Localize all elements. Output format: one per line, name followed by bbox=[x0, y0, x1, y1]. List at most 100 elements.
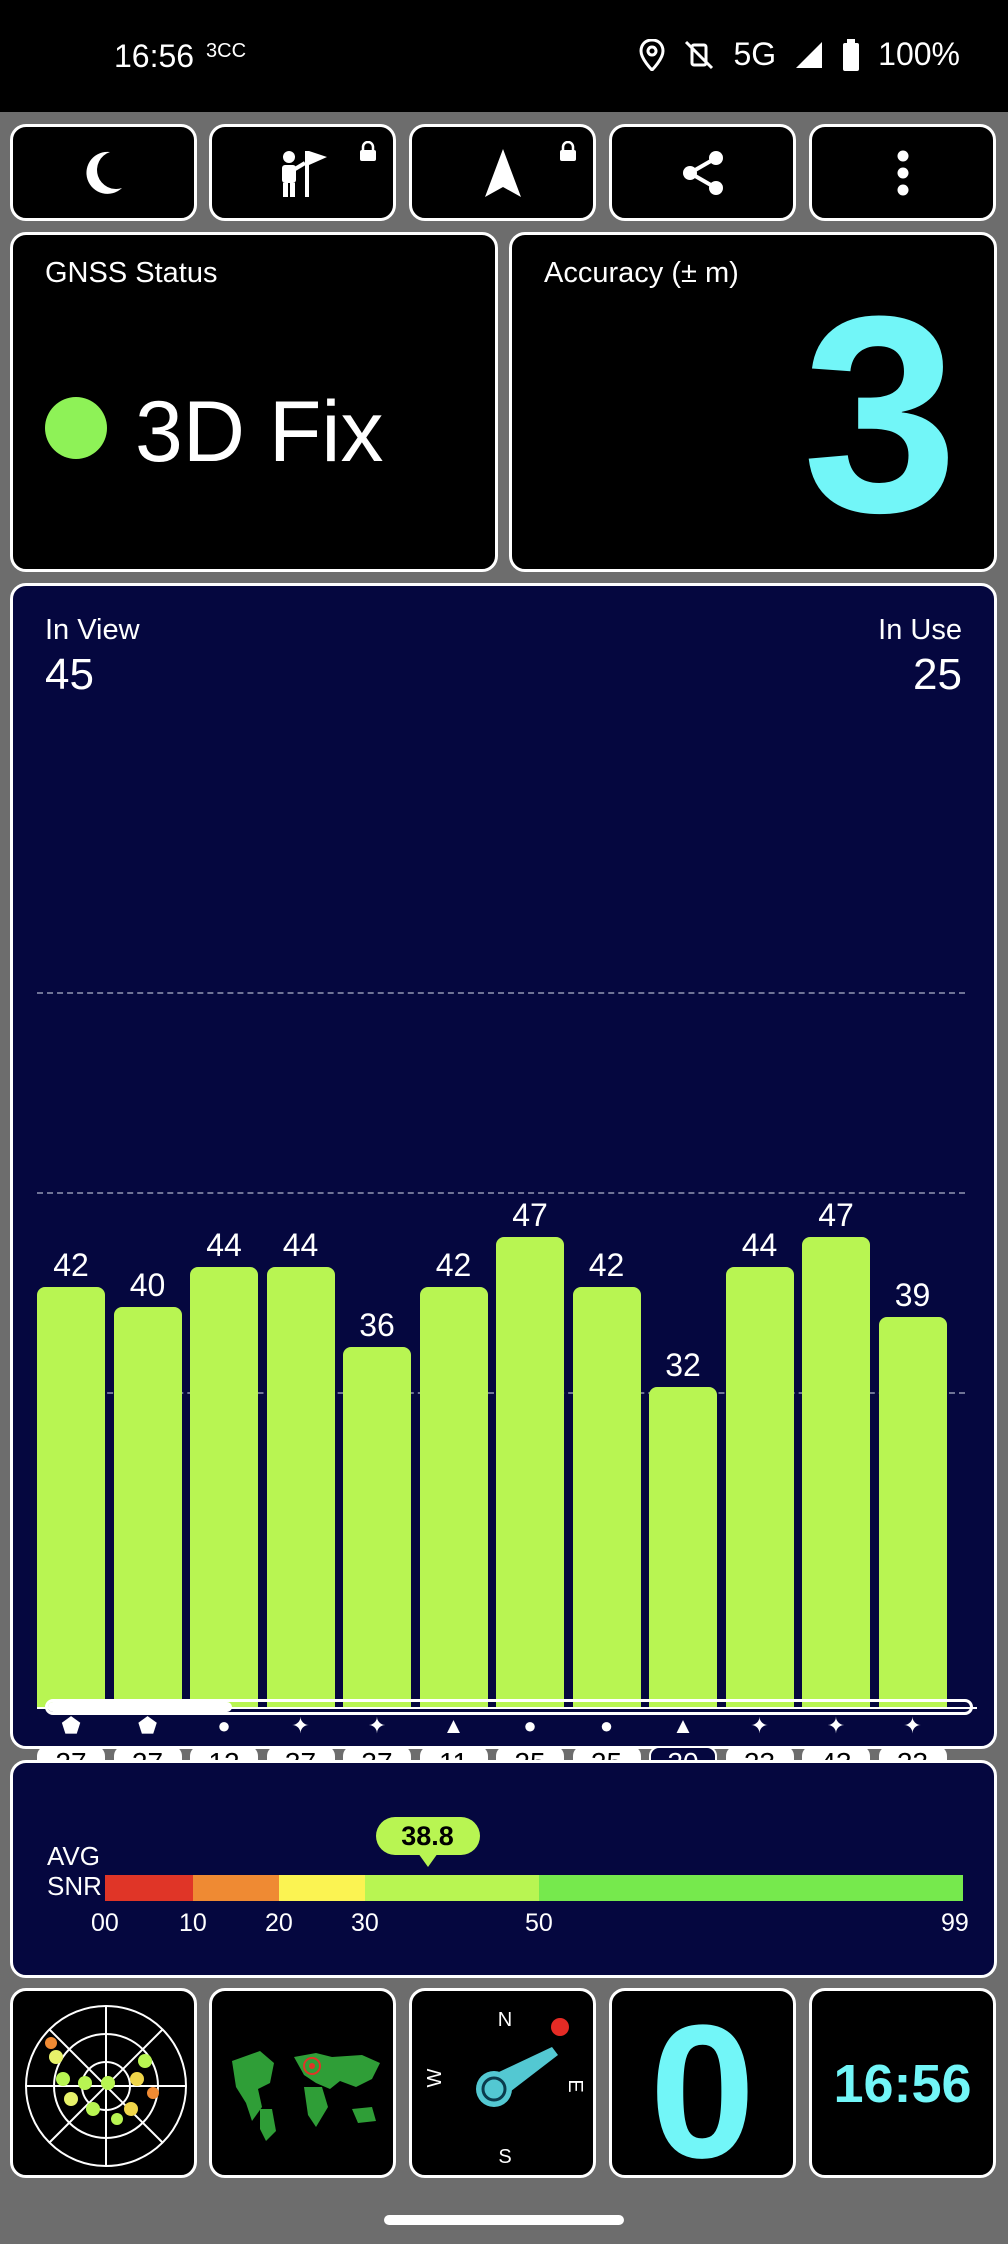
lock-icon bbox=[560, 141, 576, 161]
in-use-count: 25 bbox=[913, 650, 962, 699]
snr-tick-label: 50 bbox=[525, 1909, 553, 1937]
speed-tile[interactable]: 0 bbox=[609, 1986, 796, 2198]
snr-tick-label: 00 bbox=[91, 1909, 119, 1937]
speed-value: 0 bbox=[649, 1986, 756, 2198]
world-map-button[interactable] bbox=[209, 1988, 396, 2178]
accuracy-title: Accuracy (± m) bbox=[544, 257, 739, 289]
battery-icon bbox=[843, 38, 860, 71]
navigate-button[interactable] bbox=[409, 124, 596, 221]
compass-icon: N S W E bbox=[424, 2009, 586, 2168]
snr-bar[interactable] bbox=[878, 1317, 947, 1707]
bar-value-label: 42 bbox=[588, 1247, 625, 1283]
night-mode-button[interactable] bbox=[10, 124, 197, 221]
bar-value-label: 44 bbox=[741, 1227, 778, 1263]
constellation-icon: ● bbox=[599, 1713, 614, 1738]
chart-baseline bbox=[37, 1707, 977, 1709]
sky-plot-icon bbox=[25, 2005, 187, 2167]
snr-tick-label: 20 bbox=[265, 1909, 293, 1937]
compass-s: S bbox=[498, 2146, 511, 2168]
in-view-count: 45 bbox=[45, 650, 94, 699]
gnss-status-title: GNSS Status bbox=[45, 257, 218, 289]
fix-indicator-dot bbox=[45, 397, 107, 459]
bar-value-label: 42 bbox=[53, 1247, 89, 1283]
constellation-icon: ● bbox=[217, 1713, 231, 1738]
snr-bar[interactable] bbox=[37, 1287, 105, 1707]
scrollbar-thumb[interactable] bbox=[48, 1702, 232, 1712]
snr-bar[interactable] bbox=[113, 1307, 182, 1707]
avg-snr-badge: 38.8 bbox=[375, 1817, 480, 1855]
constellation-icon: ● bbox=[523, 1713, 537, 1738]
snr-bar[interactable] bbox=[190, 1267, 258, 1707]
sky-view-button[interactable] bbox=[10, 1988, 197, 2178]
snr-bar[interactable] bbox=[496, 1237, 564, 1707]
constellation-icon: ⬟ bbox=[137, 1713, 158, 1738]
status-bar: 16:56 3CC 5G 100% bbox=[0, 0, 1008, 112]
status-icons: 5G 100% bbox=[639, 36, 960, 73]
person-flag-icon bbox=[281, 150, 327, 197]
lock-icon bbox=[360, 141, 376, 161]
avg-label: AVG bbox=[47, 1841, 100, 1871]
constellation-icon: ✦ bbox=[291, 1713, 310, 1738]
constellation-icon: ▲ bbox=[672, 1713, 694, 1738]
bar-value-label: 44 bbox=[282, 1227, 319, 1263]
waypoint-button[interactable] bbox=[209, 124, 396, 221]
constellation-icon: ✦ bbox=[367, 1713, 387, 1738]
constellation-icon: ✦ bbox=[826, 1713, 846, 1738]
cast-icon: 3CC bbox=[206, 40, 247, 62]
snr-bar[interactable] bbox=[266, 1267, 335, 1707]
snr-bar[interactable] bbox=[725, 1267, 794, 1707]
constellation-icon: ▲ bbox=[442, 1713, 465, 1738]
signal-icon bbox=[796, 41, 823, 68]
gridline bbox=[37, 992, 965, 994]
share-button[interactable] bbox=[609, 124, 796, 221]
bar-value-label: 42 bbox=[435, 1247, 472, 1283]
snr-label: SNR bbox=[47, 1871, 102, 1901]
in-use-label: In Use bbox=[878, 614, 962, 646]
avg-snr-card[interactable]: AVG SNR 00 10 20 30 50 99 38.8 bbox=[10, 1760, 997, 1978]
chart-scrollbar[interactable] bbox=[45, 1699, 973, 1715]
gesture-nav-bar[interactable] bbox=[384, 2215, 624, 2225]
network-type: 5G bbox=[733, 36, 777, 72]
constellation-icon: ⬟ bbox=[61, 1713, 81, 1738]
world-map-icon bbox=[232, 2051, 380, 2141]
bar-value-label: 47 bbox=[818, 1197, 854, 1233]
avg-snr-pointer bbox=[417, 1853, 438, 1867]
constellation-icon: ✦ bbox=[750, 1713, 769, 1738]
compass-w: W bbox=[424, 2068, 446, 2087]
more-vert-icon bbox=[897, 150, 908, 195]
snr-segment bbox=[539, 1875, 963, 1901]
snr-bar[interactable] bbox=[649, 1387, 717, 1707]
snr-bar[interactable] bbox=[572, 1287, 641, 1707]
bar-value-label: 39 bbox=[894, 1277, 931, 1313]
compass-button[interactable]: N S W E bbox=[409, 1988, 596, 2178]
compass-n: N bbox=[498, 2009, 512, 2031]
bar-value-label: 32 bbox=[665, 1347, 701, 1383]
gnss-status-card[interactable]: GNSS Status 3D Fix bbox=[10, 232, 498, 572]
snr-segment bbox=[193, 1875, 279, 1901]
snr-segment bbox=[105, 1875, 193, 1901]
mute-vibrate-icon bbox=[685, 40, 714, 69]
snr-tick-label: 30 bbox=[351, 1909, 379, 1937]
constellation-icon: ✦ bbox=[903, 1713, 922, 1738]
satellite-signal-card[interactable]: In View 45 In Use 25 42⬟2740⬟2744●1244✦3… bbox=[10, 583, 1000, 1780]
bar-value-label: 44 bbox=[206, 1227, 242, 1263]
snr-bar[interactable] bbox=[343, 1347, 411, 1707]
compass-e: E bbox=[564, 2079, 586, 2092]
snr-segment bbox=[365, 1875, 539, 1901]
fix-status-value: 3D Fix bbox=[135, 384, 384, 480]
snr-bar[interactable] bbox=[419, 1287, 488, 1707]
snr-segment bbox=[279, 1875, 365, 1901]
share-icon bbox=[682, 150, 723, 195]
battery-level: 100% bbox=[878, 36, 960, 72]
more-options-button[interactable] bbox=[809, 124, 996, 221]
accuracy-card[interactable]: Accuracy (± m) 3 bbox=[509, 232, 997, 572]
clock-value: 16:56 bbox=[833, 2054, 972, 2114]
moon-icon bbox=[85, 151, 122, 194]
snr-bar[interactable] bbox=[802, 1237, 870, 1707]
snr-tick-label: 10 bbox=[179, 1909, 207, 1937]
gridline bbox=[37, 1192, 965, 1194]
navigation-arrow-icon bbox=[484, 148, 521, 197]
clock-tile[interactable]: 16:56 bbox=[809, 1988, 996, 2178]
in-view-label: In View bbox=[45, 614, 140, 646]
snr-bar-chart: 42⬟2740⬟2744●1244✦3736✦3742▲1147●2542●25… bbox=[13, 586, 1000, 1780]
